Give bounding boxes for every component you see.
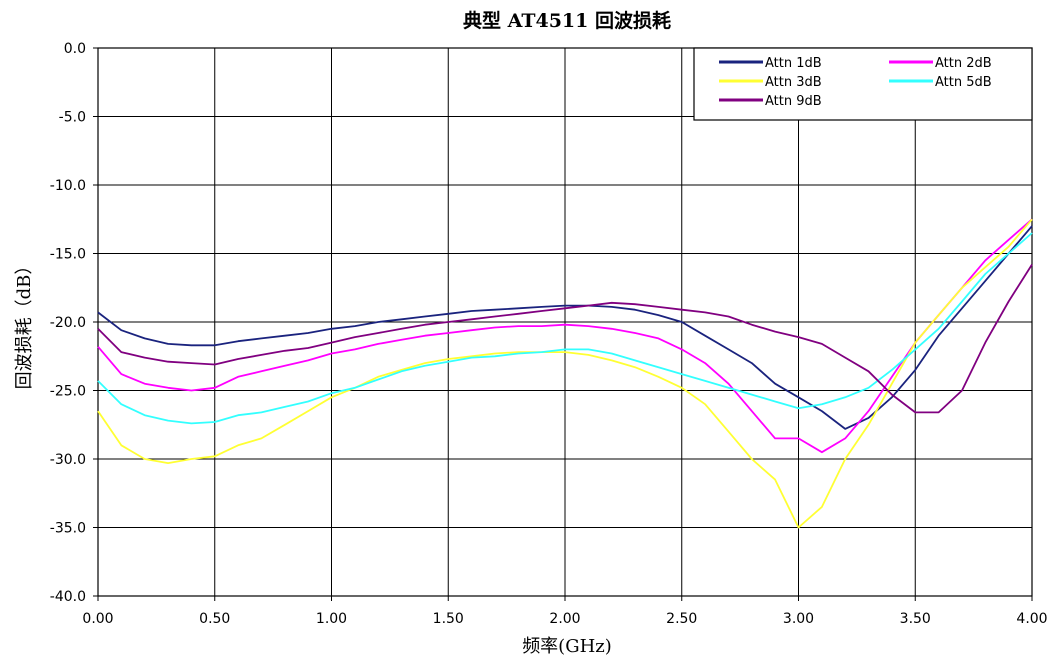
grid — [97, 47, 1033, 597]
legend-label: Attn 1dB — [765, 56, 822, 71]
x-tick-label: 2.00 — [549, 611, 580, 627]
legend-label: Attn 2dB — [935, 56, 992, 71]
legend-label: Attn 9dB — [765, 94, 822, 109]
series-layer — [97, 218, 1033, 529]
y-tick-label: -35.0 — [50, 521, 86, 537]
y-tick-label: -20.0 — [50, 315, 86, 331]
legend-label: Attn 3dB — [765, 75, 822, 90]
x-axis-title: 频率(GHz) — [522, 636, 612, 657]
y-tick-label: -25.0 — [50, 384, 86, 400]
y-axis-title: 回波损耗（dB） — [14, 257, 35, 390]
x-tick-label: 4.00 — [1016, 611, 1047, 627]
y-tick-label: -15.0 — [50, 247, 86, 263]
series-line-attn-9db — [97, 264, 1033, 414]
x-tick-label: 2.50 — [666, 611, 697, 627]
y-axis-ticks: 0.0 -5.0 -10.0 -15.0 -20.0 -25.0 -30.0 -35.0 -40… — [50, 41, 98, 605]
x-tick-label: 0.00 — [82, 611, 113, 627]
legend-box — [693, 47, 1033, 121]
legend-label: Attn 5dB — [935, 75, 992, 90]
series-line-attn-5db — [97, 232, 1033, 425]
y-tick-label: -40.0 — [50, 589, 86, 605]
legend: Attn 1dB Attn 2dB Attn 3dB Attn 5dB Attn 9dB — [693, 47, 1033, 121]
x-axis-ticks: 0.00 0.50 1.00 1.50 2.00 2.50 3.00 3.50 4.00 — [82, 596, 1048, 627]
x-tick-label: 0.50 — [199, 611, 230, 627]
chart-title: 典型 AT4511 回波损耗 — [463, 9, 671, 32]
x-tick-label: 3.50 — [900, 611, 931, 627]
y-tick-label: 0.0 — [64, 41, 86, 57]
series-line-attn-3db — [97, 218, 1033, 529]
series-line-attn-2db — [97, 218, 1033, 454]
y-tick-label: -30.0 — [50, 452, 86, 468]
y-tick-label: -5.0 — [59, 110, 86, 126]
x-tick-label: 1.00 — [316, 611, 347, 627]
x-tick-label: 3.00 — [783, 611, 814, 627]
y-tick-label: -10.0 — [50, 178, 86, 194]
x-tick-label: 1.50 — [433, 611, 464, 627]
